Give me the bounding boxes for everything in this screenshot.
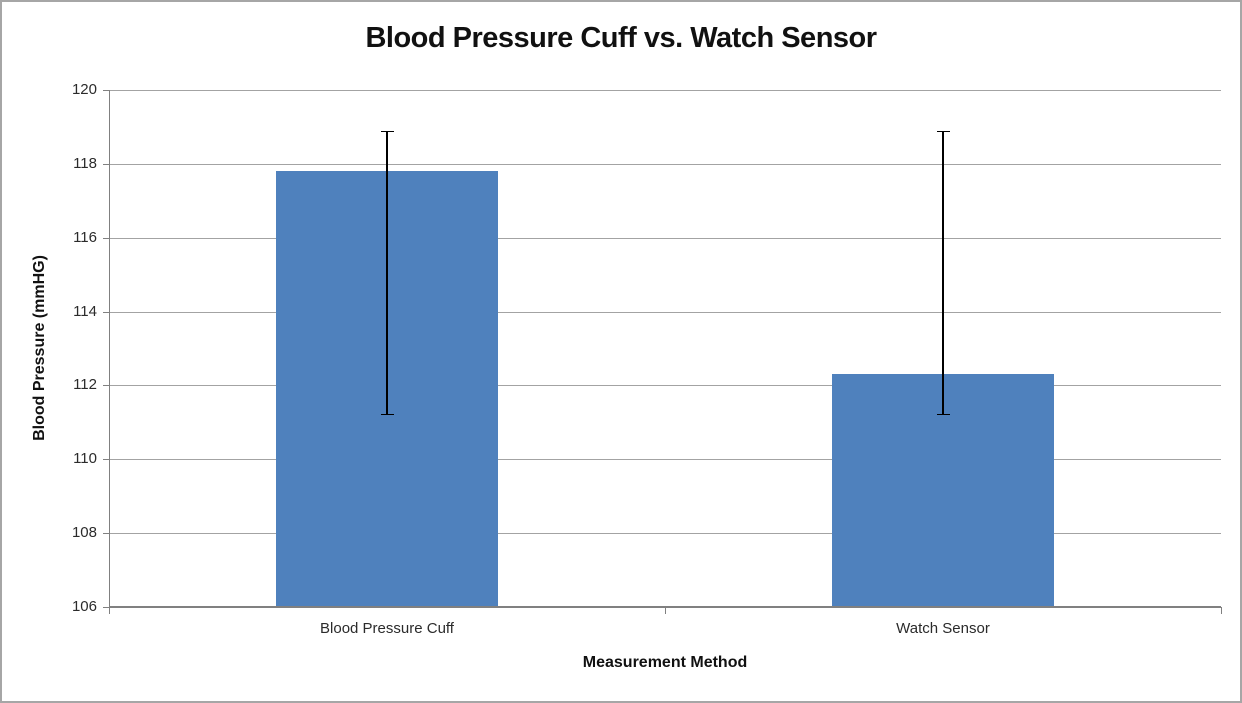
y-tick-label: 112 — [73, 376, 97, 394]
y-axis-tick — [103, 90, 109, 91]
y-axis-line — [109, 90, 110, 607]
gridline — [109, 90, 1221, 91]
y-tick-label: 108 — [71, 524, 97, 542]
y-axis-tick — [103, 163, 109, 165]
error-bar-blood-pressure-cuff[interactable] — [386, 130, 388, 415]
y-axis-tick — [103, 533, 109, 535]
error-bar-cap-bottom — [380, 413, 394, 416]
y-axis-title: Blood Pressure (mmHG) — [31, 255, 48, 441]
gridline — [109, 163, 1221, 165]
error-bar-cap-bottom — [936, 413, 950, 416]
y-axis-tick — [103, 385, 109, 387]
x-axis-tick — [665, 607, 666, 614]
y-tick-label: 106 — [71, 598, 97, 615]
y-tick-label: 116 — [73, 228, 97, 246]
gridline — [109, 237, 1221, 239]
x-category-label-watch-sensor: Watch Sensor — [896, 620, 990, 637]
y-axis-tick — [103, 237, 109, 239]
y-tick-label: 114 — [73, 302, 97, 320]
y-axis-tick — [103, 459, 109, 461]
y-tick-label: 120 — [71, 81, 97, 98]
y-tick-label: 118 — [73, 154, 97, 172]
x-axis-tick — [1221, 607, 1222, 614]
error-bar-cap-top — [936, 130, 950, 133]
gridline — [109, 459, 1221, 461]
x-axis-line — [109, 606, 1221, 608]
error-bar-watch-sensor[interactable] — [942, 130, 944, 415]
y-tick-label: 110 — [73, 450, 97, 468]
gridline — [109, 311, 1221, 313]
chart-title: Blood Pressure Cuff vs. Watch Sensor — [365, 22, 877, 54]
gridline — [109, 385, 1221, 387]
y-axis-tick — [103, 607, 109, 608]
y-axis-tick — [103, 311, 109, 313]
x-axis-tick — [109, 607, 110, 614]
error-bar-cap-top — [380, 130, 394, 133]
x-axis-title: Measurement Method — [582, 654, 748, 671]
gridline — [109, 533, 1221, 535]
x-category-label-blood-pressure-cuff: Blood Pressure Cuff — [320, 620, 454, 637]
